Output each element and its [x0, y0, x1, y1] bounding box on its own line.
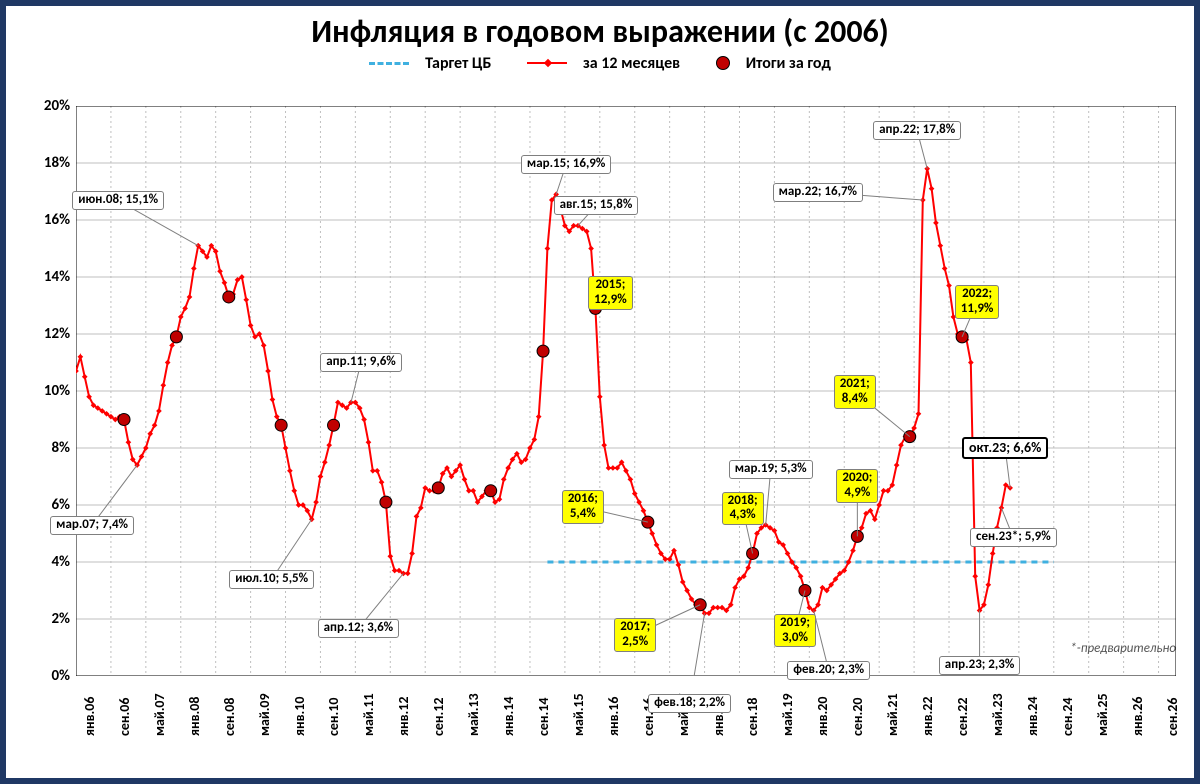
legend-annual-label: Итоги за год [746, 54, 831, 73]
y-axis-labels: 0%2%4%6%8%10%12%14%16%18%20% [20, 106, 70, 676]
x-tick-label: май.11 [360, 693, 377, 736]
x-tick-label: янв.26 [1129, 697, 1146, 736]
y-tick-label: 16% [20, 211, 70, 229]
y-tick-label: 20% [20, 97, 70, 115]
legend: Таргет ЦБ за 12 месяцев Итоги за год [6, 53, 1194, 73]
y-tick-label: 10% [20, 382, 70, 400]
x-tick-label: май.21 [884, 693, 901, 736]
x-tick-label: май.23 [989, 693, 1006, 736]
y-tick-label: 14% [20, 268, 70, 286]
x-tick-label: май.15 [570, 693, 587, 736]
annual-callout: 2022;11,9% [955, 285, 1000, 319]
point-callout: окт.23; 6,6% [962, 437, 1048, 459]
x-tick-label: май.19 [779, 693, 796, 736]
x-tick-label: сен.26 [1164, 698, 1181, 736]
x-tick-label: сен.24 [1059, 698, 1076, 736]
plot-area [76, 106, 1176, 676]
x-tick-label: сен.12 [430, 698, 447, 736]
point-callout: сен.23*; 5,9% [970, 528, 1057, 547]
x-tick-label: янв.06 [81, 697, 98, 736]
y-tick-label: 0% [20, 667, 70, 685]
x-tick-label: сен.10 [325, 698, 342, 736]
point-callout: апр.22; 17,8% [873, 121, 961, 140]
x-tick-label: сен.14 [535, 698, 552, 736]
x-tick-label: май.07 [151, 693, 168, 736]
x-tick-label: май.13 [465, 693, 482, 736]
y-tick-label: 2% [20, 610, 70, 628]
x-tick-label: май.25 [1094, 693, 1111, 736]
point-callout: мар.19; 5,3% [729, 460, 813, 479]
x-tick-label: янв.12 [395, 697, 412, 736]
point-callout: мар.15; 16,9% [521, 155, 611, 174]
x-axis-labels: янв.06 сен.06 май.07 янв.08 сен.08 май.09 янв.… [76, 681, 1176, 781]
legend-annual-swatch [716, 56, 730, 70]
annual-callout: 2019;3,0% [774, 614, 816, 648]
x-tick-label: сен.06 [116, 698, 133, 736]
x-tick-label: сен.08 [221, 698, 238, 736]
legend-monthly-swatch [527, 58, 567, 68]
point-callout: фев.18; 2,2% [648, 694, 731, 713]
legend-target-swatch [369, 62, 409, 65]
chart-title: Инфляция в годовом выражении (с 2006) [6, 12, 1194, 51]
y-tick-label: 18% [20, 154, 70, 172]
point-callout: апр.23; 2,3% [939, 656, 1021, 675]
x-tick-label: сен.18 [744, 698, 761, 736]
point-callout: авг.15; 15,8% [554, 196, 639, 215]
x-tick-label: сен.20 [849, 698, 866, 736]
annual-callout: 2021;8,4% [834, 375, 876, 409]
x-tick-label: янв.08 [186, 697, 203, 736]
legend-monthly-label: за 12 месяцев [583, 54, 680, 73]
x-tick-label: янв.14 [500, 697, 517, 736]
annual-callout: 2020;4,9% [836, 469, 878, 503]
point-callout: апр.12; 3,6% [318, 619, 400, 638]
y-tick-label: 4% [20, 553, 70, 571]
point-callout: апр.11; 9,6% [320, 353, 402, 372]
y-tick-label: 6% [20, 496, 70, 514]
y-tick-label: 8% [20, 439, 70, 457]
legend-target-label: Таргет ЦБ [425, 54, 491, 73]
point-callout: мар.07; 7,4% [50, 516, 134, 535]
point-callout: фев.20; 2,3% [787, 661, 870, 680]
point-callout: июл.10; 5,5% [229, 570, 314, 589]
annual-callout: 2016;5,4% [562, 490, 604, 524]
annual-callout: 2018;4,3% [722, 492, 764, 526]
point-callout: июн.08; 15,1% [72, 191, 164, 210]
point-callout: мар.22; 16,7% [773, 183, 863, 202]
y-tick-label: 12% [20, 325, 70, 343]
x-tick-label: янв.20 [814, 697, 831, 736]
x-tick-label: янв.22 [919, 697, 936, 736]
x-tick-label: янв.24 [1024, 697, 1041, 736]
x-tick-label: янв.16 [605, 697, 622, 736]
x-tick-label: сен.22 [954, 698, 971, 736]
annual-callout: 2017;2,5% [614, 618, 656, 652]
x-tick-label: янв.10 [291, 697, 308, 736]
annual-callout: 2015;12,9% [588, 276, 633, 310]
chart-frame: Инфляция в годовом выражении (с 2006) Та… [0, 0, 1200, 784]
footnote: *-предварительно [1070, 641, 1176, 656]
x-tick-label: май.09 [256, 693, 273, 736]
